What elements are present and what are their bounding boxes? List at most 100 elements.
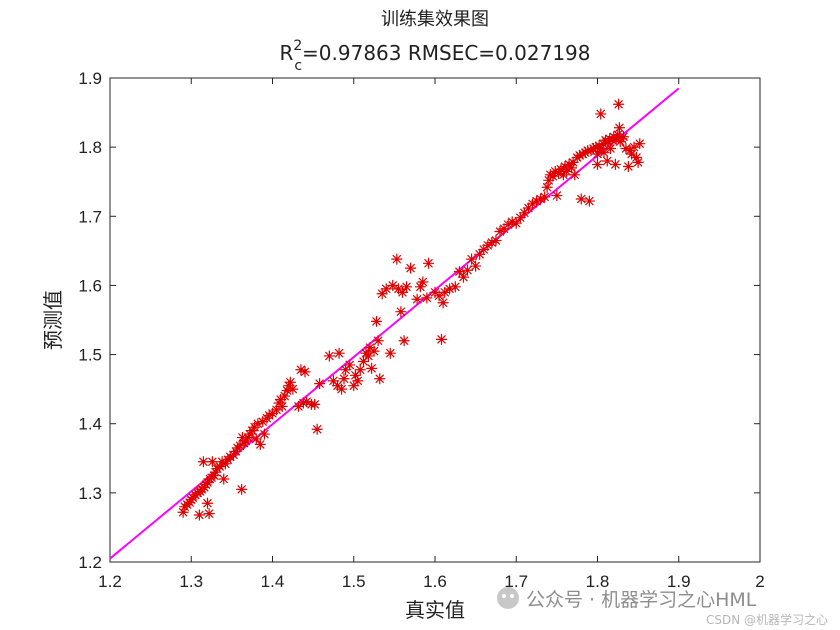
- data-point-star: [352, 375, 364, 387]
- data-point-star: [612, 129, 624, 141]
- data-point-star: [613, 122, 625, 134]
- data-point-star: [203, 508, 215, 520]
- data-point-star: [371, 315, 382, 327]
- data-point-star: [609, 158, 621, 170]
- data-point-star: [348, 380, 360, 392]
- data-point-star: [600, 134, 612, 146]
- data-point-star: [539, 191, 551, 203]
- data-point-star: [177, 506, 189, 518]
- data-point-star: [555, 163, 567, 175]
- data-point-star: [522, 202, 534, 214]
- data-point-star: [254, 438, 266, 450]
- data-point-star: [444, 283, 456, 295]
- data-point-star: [462, 264, 473, 276]
- data-point-star: [598, 147, 610, 159]
- data-point-star: [614, 136, 626, 148]
- data-point-star: [421, 292, 433, 304]
- watermark-sub: CSDN @机器学习之心: [706, 612, 828, 627]
- subtitle-subscript: c: [294, 58, 302, 74]
- data-point-star: [543, 174, 555, 186]
- data-point-star: [276, 400, 288, 412]
- y-tick-label: 1.2: [78, 553, 102, 572]
- x-tick-label: 1.8: [586, 572, 610, 591]
- data-point-star: [433, 290, 445, 302]
- data-point-star: [299, 366, 311, 378]
- data-point-star: [449, 281, 461, 293]
- y-axis-label: 预测值: [41, 290, 65, 350]
- data-point-star: [218, 473, 230, 485]
- data-point-star: [535, 193, 547, 205]
- data-point-star: [228, 449, 239, 461]
- data-point-star: [502, 219, 514, 231]
- data-point-star: [604, 133, 616, 145]
- y-axis-ticks: 1.2 1.3 1.4 1.5 1.6 1.7 1.8 1.9: [78, 69, 760, 572]
- data-point-star: [208, 470, 220, 482]
- data-point-star: [506, 216, 518, 228]
- data-point-star: [626, 148, 638, 160]
- data-point-star: [368, 345, 380, 357]
- x-axis-label: 真实值: [405, 598, 465, 622]
- data-point-star: [323, 350, 335, 362]
- data-point-star: [216, 456, 228, 468]
- x-tick-label: 1.5: [342, 572, 366, 591]
- data-point-star: [202, 476, 213, 488]
- data-point-star: [374, 373, 386, 385]
- data-point-star: [411, 293, 423, 305]
- data-point-star: [376, 288, 388, 300]
- data-point-star: [566, 162, 577, 174]
- y-tick-label: 1.3: [78, 484, 102, 503]
- data-point-star: [544, 169, 556, 181]
- watermark: 公众号 · 机器学习之心HML CSDN @机器学习之心: [497, 587, 828, 627]
- data-point-star: [397, 286, 408, 298]
- data-point-star: [601, 155, 613, 167]
- data-point-star: [553, 167, 564, 179]
- data-point-star: [236, 483, 248, 495]
- data-point-star: [514, 212, 526, 224]
- x-tick-label: 1.2: [98, 572, 122, 591]
- data-point-star: [210, 466, 222, 478]
- y-tick-label: 1.7: [78, 207, 102, 226]
- data-point-star: [398, 335, 410, 347]
- data-point-star: [437, 297, 449, 309]
- watermark-main: 公众号 · 机器学习之心HML: [526, 589, 757, 611]
- subtitle-r: R: [280, 41, 294, 65]
- data-point-star: [439, 286, 451, 298]
- x-tick-label: 1.3: [179, 572, 203, 591]
- data-point-star: [613, 98, 625, 110]
- chart-title: 训练集效果图: [381, 9, 489, 30]
- data-point-star: [527, 198, 538, 210]
- x-tick-label: 1.4: [261, 572, 285, 591]
- data-point-star: [628, 141, 640, 153]
- data-point-star: [401, 281, 413, 293]
- data-point-star: [244, 428, 256, 440]
- data-point-star: [311, 423, 323, 435]
- data-point-star: [417, 276, 429, 288]
- data-point-star: [587, 143, 599, 155]
- data-point-star: [470, 260, 482, 272]
- data-point-star: [549, 165, 561, 177]
- data-point-star: [395, 306, 407, 318]
- data-point-star: [569, 169, 581, 181]
- data-point-star: [372, 335, 384, 347]
- data-point-star: [293, 400, 304, 412]
- data-point-star: [551, 190, 563, 202]
- data-point-star: [453, 266, 465, 278]
- data-point-star: [561, 165, 573, 177]
- data-point-star: [541, 181, 553, 193]
- data-point-star: [214, 461, 226, 473]
- data-point-star: [518, 207, 530, 219]
- data-point-star: [242, 432, 254, 444]
- data-point-star: [391, 253, 403, 265]
- data-point-star: [466, 253, 478, 265]
- y-tick-label: 1.6: [78, 276, 102, 295]
- data-point-star: [498, 223, 510, 235]
- data-point-star: [559, 161, 571, 173]
- data-point-star: [380, 283, 392, 295]
- data-point-star: [474, 248, 486, 260]
- data-point-star: [482, 239, 494, 251]
- data-point-star: [193, 509, 205, 521]
- y-tick-label: 1.9: [78, 69, 102, 88]
- x-tick-label: 1.9: [667, 572, 691, 591]
- data-point-star: [567, 156, 579, 168]
- y-tick-label: 1.4: [78, 415, 102, 434]
